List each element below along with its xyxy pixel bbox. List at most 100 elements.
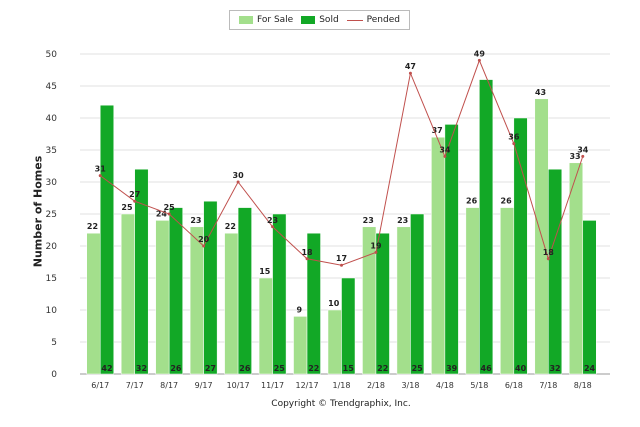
x-tick-label: 5/18 — [470, 381, 488, 390]
x-tick-label: 12/17 — [296, 381, 319, 390]
point-pended — [202, 244, 206, 248]
bar-sold — [479, 79, 494, 375]
data-label-sold: 26 — [170, 364, 182, 373]
point-pended — [167, 212, 171, 216]
x-tick-label: 11/17 — [261, 381, 284, 390]
legend-swatch-for-sale — [239, 16, 254, 24]
point-pended — [271, 225, 275, 229]
bar-for-sale — [500, 207, 515, 375]
bar-for-sale — [120, 213, 135, 375]
y-tick-label: 15 — [46, 274, 57, 284]
data-label-pended: 31 — [95, 165, 107, 174]
data-label-pended: 18 — [301, 248, 313, 257]
bar-sold — [168, 207, 183, 375]
data-label-pended: 34 — [577, 145, 589, 154]
data-label-pended: 47 — [405, 62, 416, 71]
data-label-pended: 30 — [233, 171, 245, 180]
y-tick-label: 10 — [46, 306, 58, 316]
copyright: Copyright © Trendgraphix, Inc. — [271, 399, 411, 409]
data-label-pended: 20 — [198, 235, 210, 244]
bar-sold — [410, 213, 425, 375]
data-label-for-sale: 23 — [397, 216, 408, 225]
legend-item-for-sale[interactable]: For Sale — [239, 15, 293, 25]
y-tick-label: 35 — [46, 146, 57, 156]
data-label-for-sale: 23 — [190, 216, 201, 225]
legend-label: For Sale — [257, 15, 294, 25]
bar-sold — [548, 168, 563, 375]
bar-for-sale — [431, 136, 446, 375]
x-tick-label: 6/18 — [505, 381, 523, 390]
bar-sold — [99, 104, 114, 375]
point-pended — [512, 142, 516, 146]
bar-for-sale — [465, 207, 480, 375]
data-label-sold: 46 — [481, 364, 493, 373]
legend-swatch-sold — [301, 16, 316, 24]
bar-for-sale — [396, 226, 411, 375]
point-pended — [340, 263, 343, 267]
x-tick-label: 6/17 — [91, 381, 109, 390]
data-label-sold: 25 — [274, 364, 286, 373]
x-tick-label: 2/18 — [367, 381, 385, 390]
y-tick-label: 20 — [46, 242, 58, 252]
data-label-for-sale: 22 — [87, 222, 98, 231]
y-tick-label: 0 — [51, 370, 57, 380]
data-label-for-sale: 43 — [535, 88, 546, 97]
point-pended — [443, 154, 447, 158]
bar-for-sale — [293, 316, 308, 375]
legend-label: Pended — [366, 15, 400, 25]
y-tick-label: 25 — [46, 210, 57, 220]
bar-sold — [134, 168, 149, 375]
point-pended — [408, 71, 412, 75]
bar-sold — [582, 220, 597, 375]
bar-sold — [237, 207, 252, 375]
point-pended — [236, 180, 240, 184]
data-label-for-sale: 9 — [296, 305, 302, 314]
data-label-pended: 17 — [336, 254, 347, 263]
y-tick-label: 5 — [51, 338, 57, 348]
point-pended — [546, 257, 550, 261]
data-label-sold: 32 — [136, 364, 147, 373]
x-tick-label: 7/18 — [539, 381, 557, 390]
point-pended — [374, 250, 378, 254]
bar-sold — [444, 124, 459, 375]
data-label-sold: 40 — [515, 364, 527, 373]
data-label-for-sale: 10 — [328, 299, 340, 308]
data-label-for-sale: 23 — [363, 216, 374, 225]
data-label-sold: 22 — [308, 364, 319, 373]
data-label-pended: 34 — [439, 145, 451, 154]
x-tick-label: 3/18 — [401, 381, 419, 390]
point-pended — [305, 257, 309, 261]
x-tick-label: 8/18 — [574, 381, 592, 390]
legend-swatch-pended — [346, 19, 363, 21]
x-tick-label: 1/18 — [333, 381, 351, 390]
point-pended — [581, 154, 585, 158]
data-label-sold: 22 — [377, 364, 388, 373]
x-tick-label: 7/17 — [126, 381, 144, 390]
x-tick-label: 4/18 — [436, 381, 454, 390]
bar-sold — [272, 213, 287, 375]
bar-sold — [375, 232, 390, 375]
legend: For Sale Sold Pended — [229, 10, 410, 30]
legend-label: Sold — [319, 15, 339, 25]
data-label-sold: 15 — [343, 364, 355, 373]
data-label-sold: 27 — [205, 364, 216, 373]
legend-item-sold[interactable]: Sold — [301, 15, 339, 25]
legend-item-pended[interactable]: Pended — [346, 15, 400, 25]
data-label-sold: 24 — [584, 364, 596, 373]
data-label-pended: 23 — [267, 216, 278, 225]
bar-for-sale — [189, 226, 204, 375]
data-label-for-sale: 33 — [569, 152, 580, 161]
point-pended — [477, 58, 481, 62]
point-pended — [98, 174, 102, 178]
point-pended — [133, 199, 137, 203]
y-axis-label: Number of Homes — [31, 155, 45, 268]
data-label-for-sale: 22 — [225, 222, 236, 231]
data-label-for-sale: 26 — [466, 197, 478, 206]
data-label-for-sale: 25 — [121, 203, 133, 212]
data-label-sold: 42 — [101, 364, 112, 373]
data-label-pended: 36 — [508, 133, 520, 142]
data-label-pended: 25 — [164, 203, 176, 212]
data-label-pended: 19 — [370, 241, 382, 250]
y-tick-label: 30 — [46, 178, 58, 188]
